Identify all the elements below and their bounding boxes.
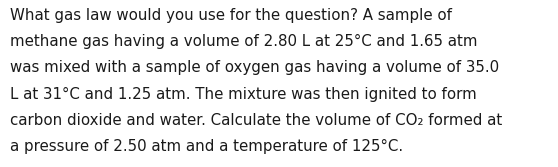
Text: carbon dioxide and water. Calculate the volume of CO₂ formed at: carbon dioxide and water. Calculate the … — [10, 113, 502, 128]
Text: was mixed with a sample of oxygen gas having a volume of 35.0: was mixed with a sample of oxygen gas ha… — [10, 60, 499, 75]
Text: methane gas having a volume of 2.80 L at 25°C and 1.65 atm: methane gas having a volume of 2.80 L at… — [10, 34, 478, 49]
Text: L at 31°C and 1.25 atm. The mixture was then ignited to form: L at 31°C and 1.25 atm. The mixture was … — [10, 87, 477, 102]
Text: a pressure of 2.50 atm and a temperature of 125°C.: a pressure of 2.50 atm and a temperature… — [10, 139, 403, 154]
Text: What gas law would you use for the question? A sample of: What gas law would you use for the quest… — [10, 8, 452, 23]
